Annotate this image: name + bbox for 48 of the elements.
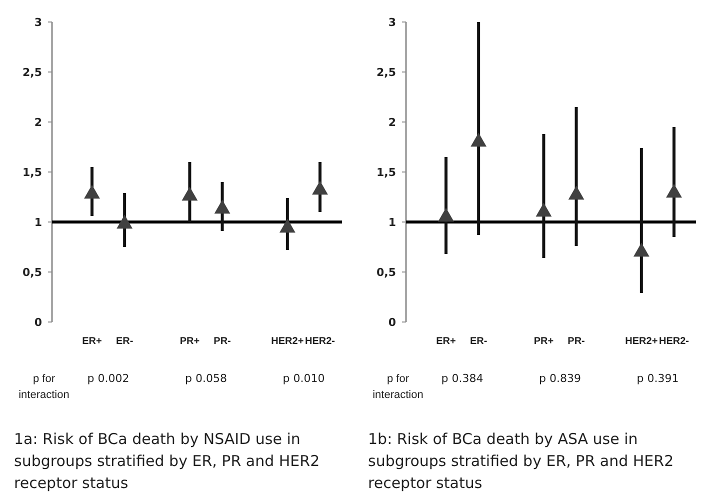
x-tick-label: PR- [214,336,231,347]
y-tick-label: 2,5 [376,66,396,79]
x-tick-label: ER+ [82,336,102,347]
text: p 0.002 [87,372,130,385]
point [312,180,328,195]
point [470,132,487,147]
point [438,208,454,222]
y-tick-label: 0,5 [22,266,42,279]
x-tick-label: HER2- [304,336,336,347]
point [536,202,552,217]
x-tick-label: HER2+ [271,336,304,347]
text: p 0.058 [185,372,227,385]
text: p 0.010 [282,372,325,385]
y-tick-label: 2 [388,116,396,129]
text: p 0.391 [636,372,679,385]
point [666,184,682,198]
y-tick-label: 0 [388,316,396,329]
text: 1a: Risk of BCa death by NSAID use in subgroups stratified by ER, PR and HER2 receptor status [14,430,320,492]
y-tick-label: 3 [388,16,396,29]
y-tick-label: 1,5 [22,166,42,179]
point [182,186,198,201]
point [84,184,100,199]
x-tick-label: ER+ [436,336,456,347]
x-tick-label: ER- [470,336,488,347]
x-tick-label: ER- [116,336,134,347]
x-tick-label: PR- [568,336,585,347]
text: p for interaction [372,373,424,401]
text: p 0.839 [539,372,581,385]
x-tick-label: HER2+ [625,336,658,347]
x-tick-label: PR+ [534,336,554,347]
y-tick-label: 3 [34,16,42,29]
point [633,242,650,257]
y-tick-label: 0 [34,316,42,329]
x-tick-label: PR+ [180,336,200,347]
text: p 0.384 [441,372,484,385]
text: p for interaction [18,373,70,401]
text: 1b: Risk of BCa death by ASA use in subgroups stratified by ER, PR and HER2 receptor status [368,430,674,492]
y-tick-label: 2 [34,116,42,129]
y-tick-label: 1 [388,216,396,229]
y-tick-label: 1,5 [376,166,396,179]
y-tick-label: 2,5 [22,66,42,79]
point [214,200,230,214]
point [568,186,584,200]
y-tick-label: 0,5 [376,266,396,279]
point [279,218,296,233]
point [116,214,133,229]
y-tick-label: 1 [34,216,42,229]
x-tick-label: HER2- [658,336,690,347]
